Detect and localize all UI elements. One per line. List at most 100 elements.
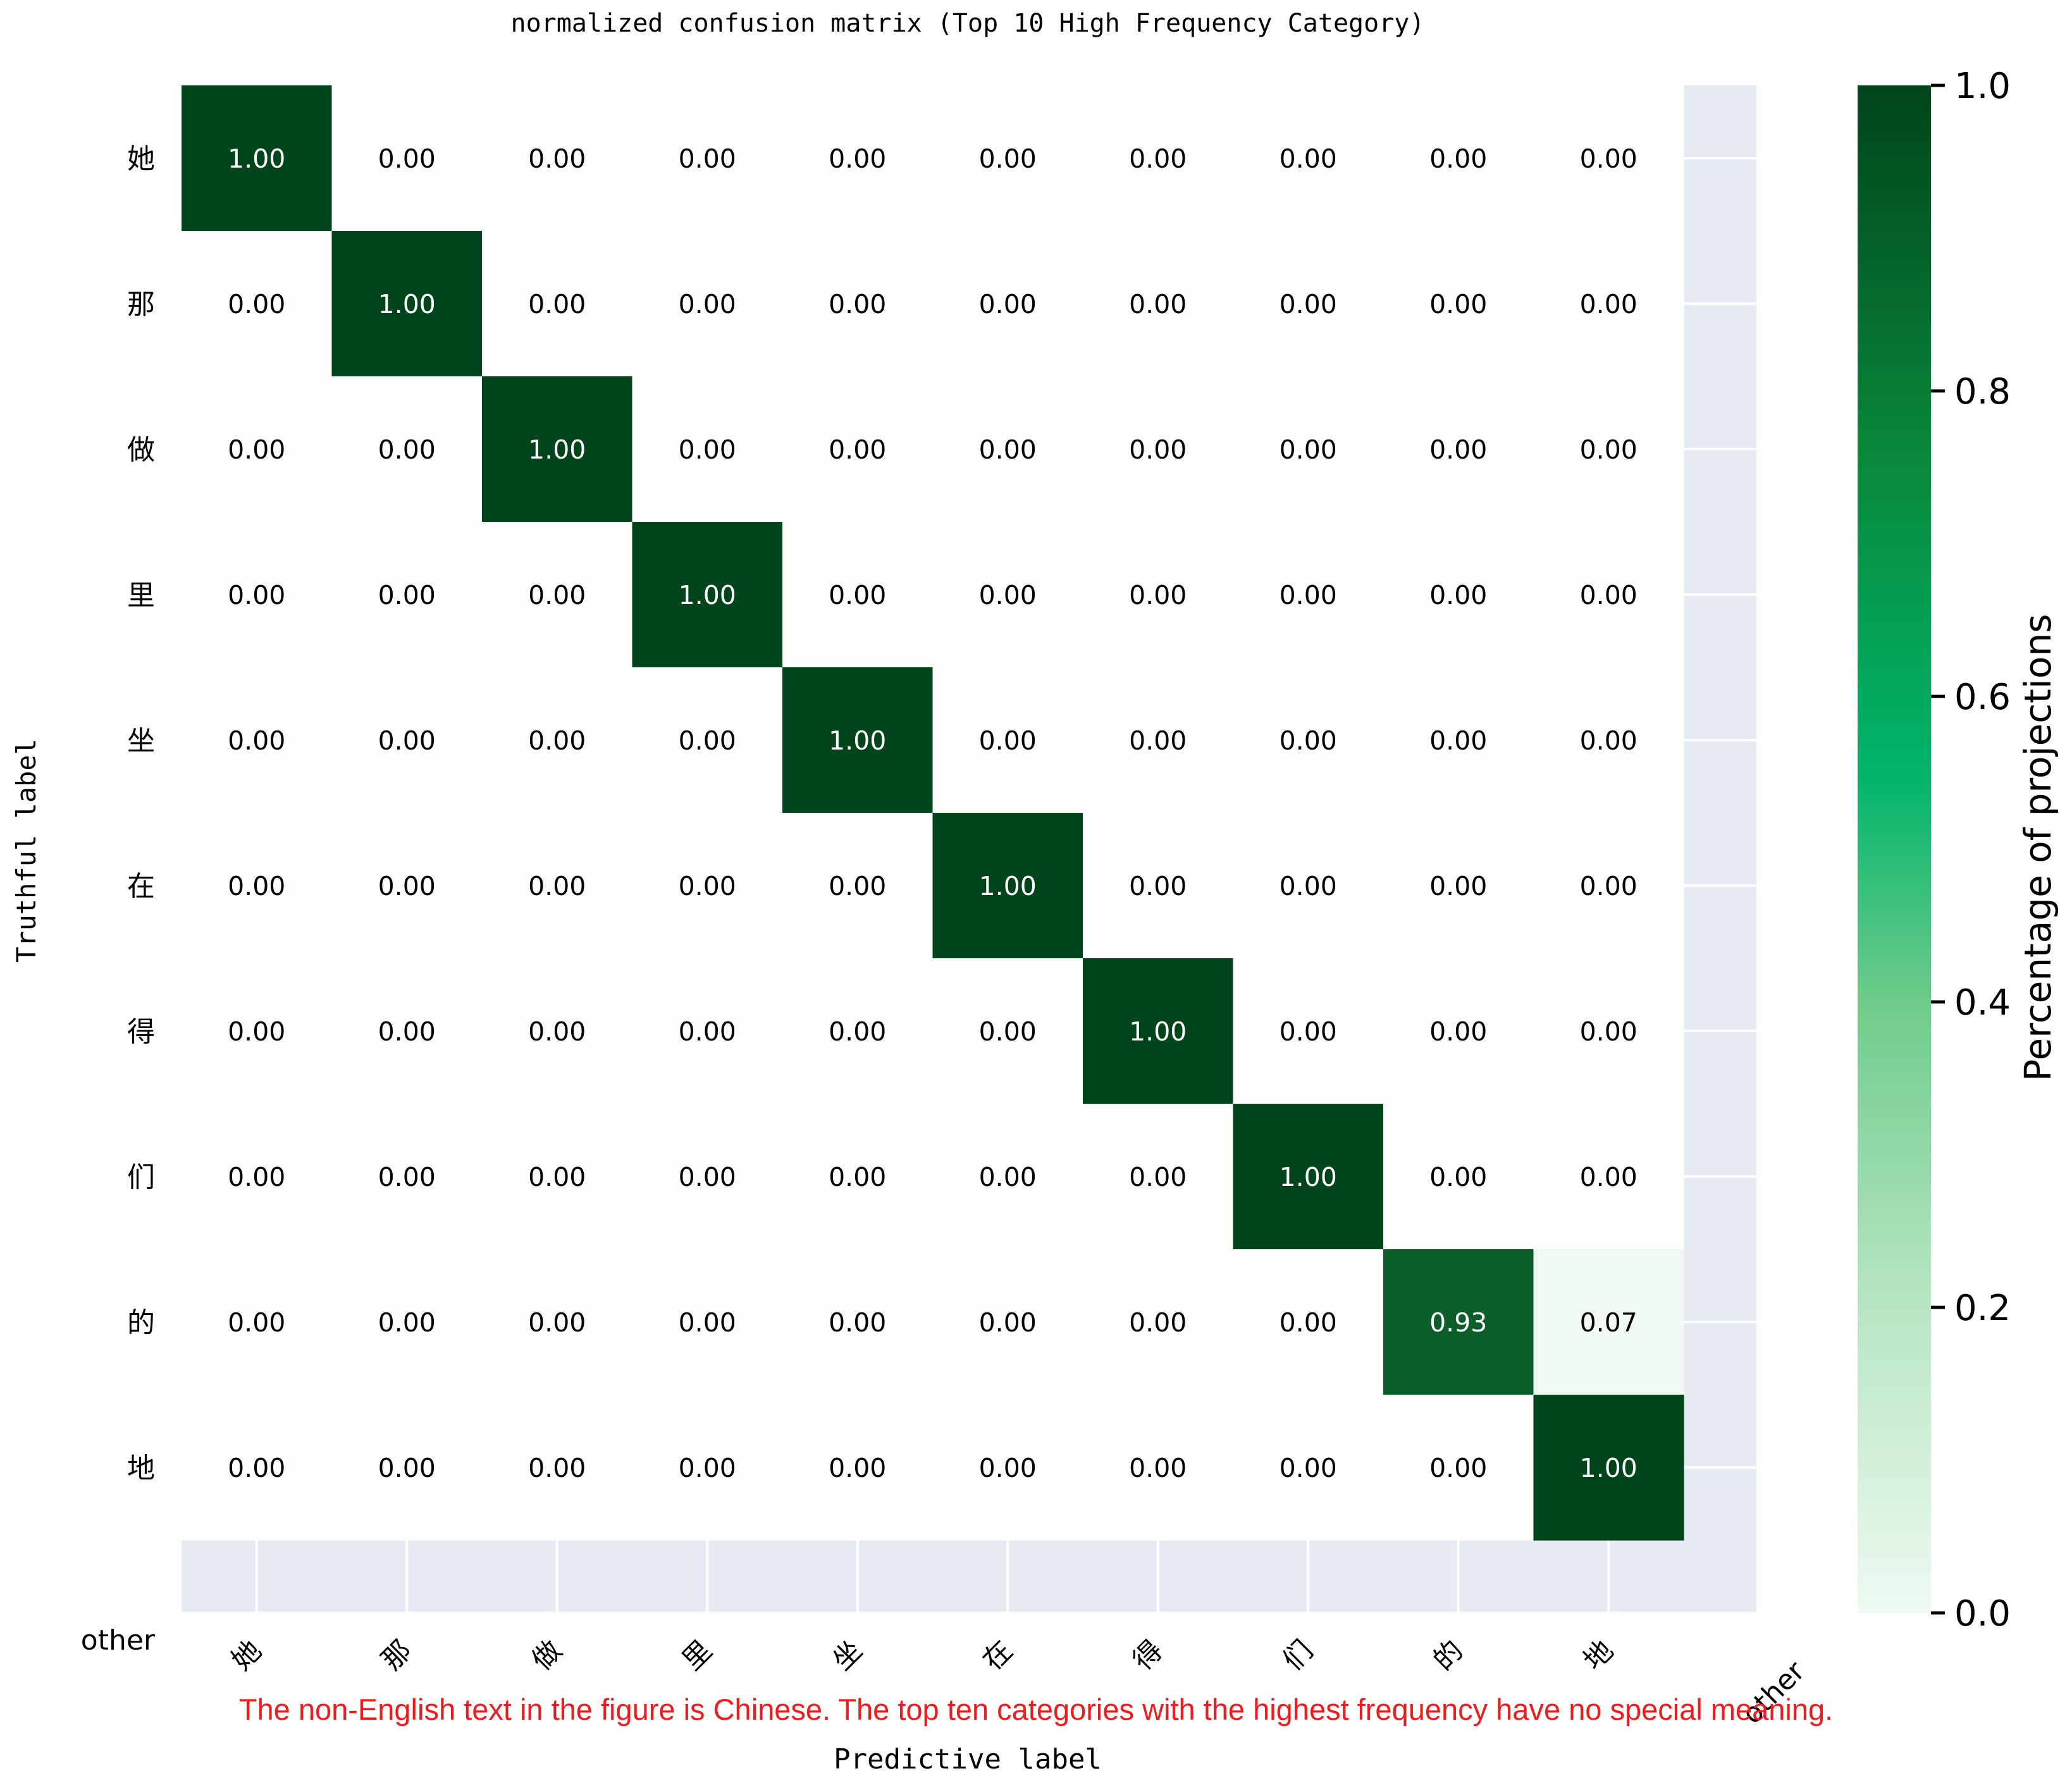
heatmap-cell bbox=[932, 958, 1083, 1104]
y-tick-label: 里 bbox=[127, 579, 155, 612]
cell-value-label: 0.00 bbox=[1129, 580, 1187, 610]
cell-value-label: 0.00 bbox=[679, 1016, 736, 1047]
cell-value-label: 0.00 bbox=[1280, 725, 1337, 756]
cell-value-label: 0.00 bbox=[1280, 580, 1337, 610]
cell-value-label: 0.00 bbox=[1580, 871, 1637, 901]
heatmap-cell bbox=[1083, 231, 1234, 377]
x-tick-label: 的 bbox=[1427, 1634, 1469, 1677]
heatmap-cell bbox=[331, 231, 483, 377]
heatmap-cell bbox=[932, 1395, 1083, 1541]
cell-value-label: 0.00 bbox=[1580, 1162, 1637, 1192]
colorbar-tick-label: 0.8 bbox=[1954, 371, 2011, 412]
cell-value-label: 0.00 bbox=[228, 1016, 285, 1047]
cell-value-label: 0.00 bbox=[528, 144, 586, 174]
cell-value-label: 0.00 bbox=[228, 435, 285, 465]
heatmap-cell bbox=[1233, 1395, 1384, 1541]
heatmap-cell bbox=[1383, 958, 1534, 1104]
cell-value-label: 0.00 bbox=[1429, 580, 1487, 610]
cell-value-label: 0.00 bbox=[228, 1453, 285, 1483]
cell-value-label: 1.00 bbox=[528, 435, 586, 465]
y-tick-label: 坐 bbox=[127, 725, 155, 757]
x-tick-label: 做 bbox=[526, 1634, 568, 1677]
heatmap-cell bbox=[1233, 667, 1384, 813]
heatmap-cell bbox=[182, 813, 333, 959]
heatmap-cell bbox=[331, 1249, 483, 1395]
chart-title: normalized confusion matrix (Top 10 High… bbox=[511, 9, 1425, 38]
cell-value-label: 0.00 bbox=[378, 144, 436, 174]
x-axis-label: Predictive label bbox=[834, 1743, 1102, 1775]
cell-value-label: 0.00 bbox=[528, 580, 586, 610]
cell-value-label: 0.00 bbox=[829, 1162, 886, 1192]
heatmap-cell bbox=[632, 1249, 783, 1395]
cell-value-label: 0.00 bbox=[1429, 435, 1487, 465]
heatmap-cell bbox=[331, 813, 483, 959]
heatmap-cell bbox=[1233, 376, 1384, 522]
cell-value-label: 0.00 bbox=[1429, 871, 1487, 901]
heatmap-cell bbox=[331, 1395, 483, 1541]
cell-value-label: 0.00 bbox=[228, 871, 285, 901]
cell-value-label: 0.00 bbox=[378, 435, 436, 465]
y-tick-label: 在 bbox=[127, 870, 155, 903]
cell-value-label: 0.00 bbox=[1129, 289, 1187, 319]
cell-value-label: 0.00 bbox=[829, 144, 886, 174]
heatmap-cell bbox=[182, 1104, 333, 1250]
heatmap-cell bbox=[1383, 1104, 1534, 1250]
heatmap-cell bbox=[1383, 376, 1534, 522]
x-tick-label: 她 bbox=[225, 1634, 268, 1677]
cell-value-label: 0.00 bbox=[1280, 871, 1337, 901]
cell-value-label: 0.00 bbox=[378, 725, 436, 756]
cell-value-label: 0.00 bbox=[1280, 435, 1337, 465]
y-tick-label: 们 bbox=[127, 1161, 155, 1194]
cell-value-label: 0.00 bbox=[979, 1453, 1037, 1483]
colorbar-ticks: 0.0 0.2 0.4 0.6 0.8 1.0 bbox=[1931, 66, 2011, 1634]
cell-value-label: 0.00 bbox=[679, 1162, 736, 1192]
heatmap-cell bbox=[632, 231, 783, 377]
heatmap-cell bbox=[1533, 522, 1684, 668]
colorbar-tick-label: 0.4 bbox=[1954, 982, 2011, 1023]
cell-value-label: 0.00 bbox=[979, 1307, 1037, 1338]
heatmap-cell bbox=[932, 522, 1083, 668]
cell-value-label: 0.00 bbox=[378, 1307, 436, 1338]
heatmap-cell bbox=[1383, 1249, 1534, 1395]
heatmap-cell bbox=[932, 376, 1083, 522]
cell-value-label: 0.93 bbox=[1429, 1307, 1487, 1338]
heatmap-cell bbox=[482, 1104, 633, 1250]
heatmap-cell bbox=[331, 667, 483, 813]
heatmap-cell bbox=[932, 667, 1083, 813]
cell-value-label: 0.00 bbox=[1429, 289, 1487, 319]
cell-value-label: 0.00 bbox=[979, 1162, 1037, 1192]
heatmap-cell bbox=[1233, 813, 1384, 959]
heatmap-cell bbox=[1233, 958, 1384, 1104]
cell-value-label: 0.00 bbox=[1129, 725, 1187, 756]
cell-value-label: 0.00 bbox=[829, 289, 886, 319]
cell-value-label: 0.00 bbox=[378, 1453, 436, 1483]
colorbar-tick-label: 0.0 bbox=[1954, 1593, 2011, 1634]
colorbar-tick-label: 0.2 bbox=[1954, 1288, 2011, 1329]
heatmap-cell bbox=[1383, 522, 1534, 668]
heatmap-cell bbox=[632, 376, 783, 522]
heatmap-cell bbox=[331, 958, 483, 1104]
cell-value-label: 0.00 bbox=[528, 725, 586, 756]
x-tick-label: 们 bbox=[1277, 1634, 1319, 1677]
cell-value-label: 0.00 bbox=[1280, 1453, 1337, 1483]
y-tick-label: 得 bbox=[127, 1016, 155, 1048]
heatmap-cell bbox=[482, 231, 633, 377]
cell-value-label: 0.00 bbox=[1129, 435, 1187, 465]
cell-value-label: 0.00 bbox=[979, 1016, 1037, 1047]
cell-value-label: 1.00 bbox=[378, 289, 436, 319]
cell-value-label: 0.00 bbox=[1429, 1162, 1487, 1192]
colorbar-tick-label: 0.6 bbox=[1954, 677, 2011, 718]
heatmap-cell bbox=[782, 1104, 934, 1250]
cell-value-label: 0.00 bbox=[1280, 1016, 1337, 1047]
heatmap-cell bbox=[482, 1395, 633, 1541]
cell-value-label: 0.00 bbox=[228, 725, 285, 756]
heatmap-cell bbox=[1533, 958, 1684, 1104]
heatmap-cell bbox=[182, 958, 333, 1104]
heatmap-cell bbox=[182, 1395, 333, 1541]
heatmap-cell bbox=[1533, 813, 1684, 959]
colorbar bbox=[1858, 85, 1931, 1613]
cell-value-label: 0.00 bbox=[378, 580, 436, 610]
cell-value-label: 0.00 bbox=[829, 580, 886, 610]
